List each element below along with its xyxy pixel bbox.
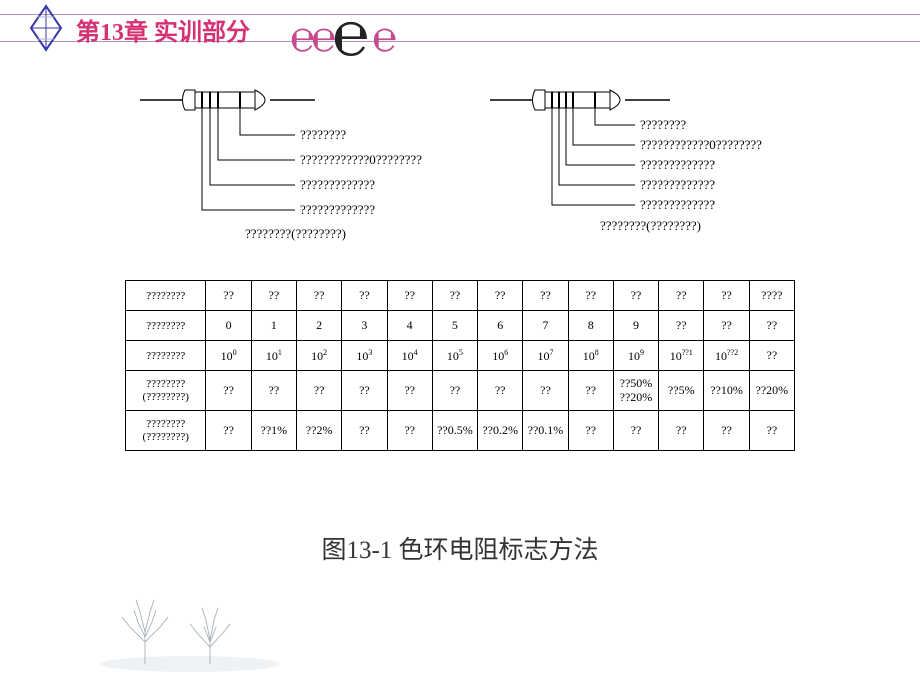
cell: ?? — [432, 371, 477, 411]
right-label-0: ???????? — [640, 117, 686, 132]
right-label-4: ????????????? — [640, 197, 715, 212]
table-row: ????????0123456789?????? — [126, 311, 795, 341]
cell: 104 — [387, 341, 432, 371]
cell: ?? — [704, 281, 749, 311]
cell: ??20% — [749, 371, 794, 411]
cell: 101 — [251, 341, 296, 371]
resistor-left: ???????? ????????????0???????? ?????????… — [140, 80, 460, 250]
cell: 6 — [478, 311, 523, 341]
chapter-title: 第13章 实训部分 — [76, 12, 250, 47]
table-row: ????????(????????)????1%??2%??????0.5%??… — [126, 411, 795, 451]
left-label-2: ????????????? — [300, 177, 375, 192]
cell: ?? — [206, 281, 251, 311]
cell: ??0.1% — [523, 411, 568, 451]
row-header: ???????? — [126, 341, 206, 371]
cell: ?? — [523, 371, 568, 411]
cell: ?? — [659, 311, 704, 341]
cell: ?? — [704, 311, 749, 341]
cell: 106 — [478, 341, 523, 371]
cell: 5 — [432, 311, 477, 341]
left-caption: ????????(????????) — [245, 226, 346, 241]
cell: ??50%??20% — [613, 371, 658, 411]
cell: 107 — [523, 341, 568, 371]
color-code-table: ????????????????????????????????????????… — [125, 280, 795, 451]
cell: ?? — [613, 281, 658, 311]
resistor-diagrams: ???????? ????????????0???????? ?????????… — [0, 80, 920, 250]
cell: 8 — [568, 311, 613, 341]
left-label-3: ????????????? — [300, 202, 375, 217]
cell: 10??2 — [704, 341, 749, 371]
cell: 9 — [613, 311, 658, 341]
cell: ?? — [251, 371, 296, 411]
cell: ?? — [206, 411, 251, 451]
cell: 10??1 — [659, 341, 704, 371]
cell: ?? — [251, 281, 296, 311]
cell: 100 — [206, 341, 251, 371]
cell: ?? — [749, 311, 794, 341]
cell: ???? — [749, 281, 794, 311]
cell: 1 — [251, 311, 296, 341]
footer-illustration — [90, 592, 290, 672]
right-label-1: ????????????0???????? — [640, 137, 762, 152]
cell: ?? — [478, 371, 523, 411]
cell: ?? — [704, 411, 749, 451]
right-label-2: ????????????? — [640, 157, 715, 172]
cell: ??5% — [659, 371, 704, 411]
cell: ?? — [387, 281, 432, 311]
cell: ?? — [206, 371, 251, 411]
cell: 4 — [387, 311, 432, 341]
cell: 7 — [523, 311, 568, 341]
cell: ?? — [659, 281, 704, 311]
cell: ?? — [523, 281, 568, 311]
table-row: ????????10010110210310410510610710810910… — [126, 341, 795, 371]
cell: ?? — [297, 371, 342, 411]
resistor-right: ???????? ????????????0???????? ?????????… — [490, 80, 810, 250]
right-label-3: ????????????? — [640, 177, 715, 192]
cell: ?? — [568, 281, 613, 311]
cell: ?? — [749, 411, 794, 451]
cell: ?? — [568, 411, 613, 451]
cell: ?? — [342, 371, 387, 411]
table-row: ????????(????????)????????????????????50… — [126, 371, 795, 411]
table-row: ???????????????????????????????????? — [126, 281, 795, 311]
cell: 0 — [206, 311, 251, 341]
right-caption: ????????(????????) — [600, 218, 701, 233]
row-header: ???????? — [126, 311, 206, 341]
cell: ??10% — [704, 371, 749, 411]
cell: 105 — [432, 341, 477, 371]
cell: ??0.2% — [478, 411, 523, 451]
left-label-1: ????????????0???????? — [300, 152, 422, 167]
row-header: ????????(????????) — [126, 411, 206, 451]
diamond-icon — [28, 4, 64, 52]
cell: ?? — [342, 281, 387, 311]
row-header: ????????(????????) — [126, 371, 206, 411]
row-header: ???????? — [126, 281, 206, 311]
cell: ??1% — [251, 411, 296, 451]
cell: ?? — [432, 281, 477, 311]
cell: ??2% — [297, 411, 342, 451]
cell: ?? — [387, 371, 432, 411]
figure-caption: 图13-1 色环电阻标志方法 — [0, 530, 920, 566]
cell: 2 — [297, 311, 342, 341]
cell: 103 — [342, 341, 387, 371]
cell: 102 — [297, 341, 342, 371]
cell: ?? — [613, 411, 658, 451]
cell: ?? — [568, 371, 613, 411]
cell: ?? — [342, 411, 387, 451]
left-label-0: ???????? — [300, 127, 346, 142]
cell: ?? — [387, 411, 432, 451]
cell: 108 — [568, 341, 613, 371]
cell: ??0.5% — [432, 411, 477, 451]
cell: ?? — [749, 341, 794, 371]
cell: 3 — [342, 311, 387, 341]
page-header: 第13章 实训部分 ℮℮℮ ℮ — [0, 14, 920, 44]
header-decoration: ℮℮℮ ℮ — [290, 0, 393, 67]
cell: ?? — [297, 281, 342, 311]
cell: ?? — [478, 281, 523, 311]
cell: 109 — [613, 341, 658, 371]
cell: ?? — [659, 411, 704, 451]
